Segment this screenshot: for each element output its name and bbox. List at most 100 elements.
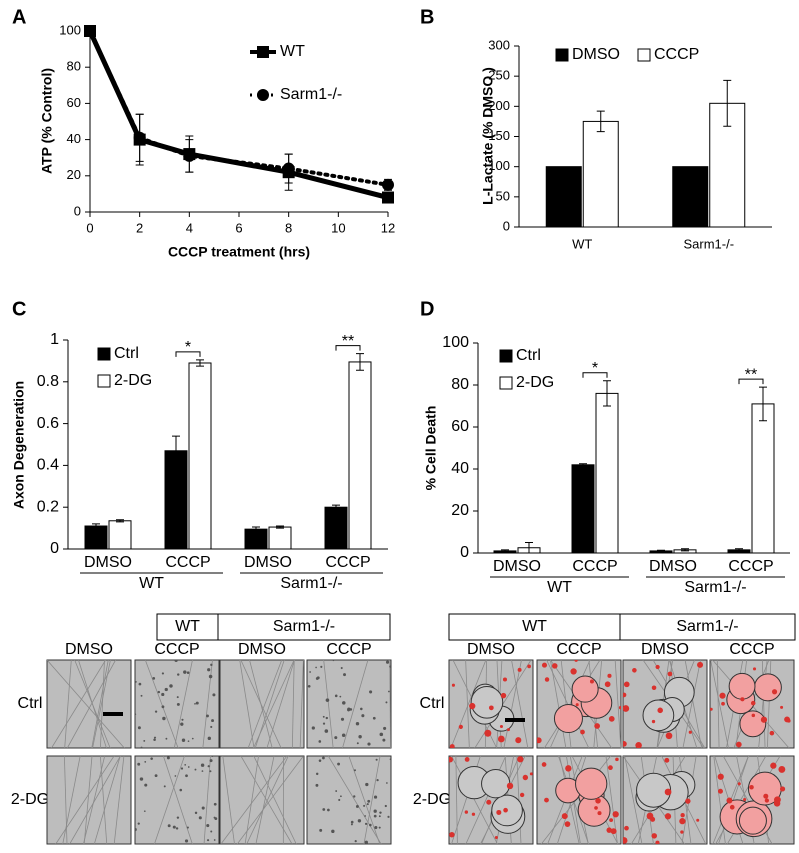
debris xyxy=(355,722,360,726)
debris xyxy=(198,816,202,820)
debris xyxy=(140,746,143,748)
debris xyxy=(315,666,317,669)
debris xyxy=(137,726,141,730)
debris xyxy=(161,672,165,675)
error-bar xyxy=(356,353,364,371)
debris xyxy=(211,719,214,723)
red-dot xyxy=(623,705,630,712)
error-bar xyxy=(332,504,340,510)
red-dot xyxy=(655,840,660,844)
fiber xyxy=(684,660,703,748)
red-dot xyxy=(494,835,498,840)
cell xyxy=(571,675,599,703)
red-dot xyxy=(729,804,735,810)
y-tick-label: 20 xyxy=(451,502,469,519)
fiber xyxy=(144,660,179,748)
debris xyxy=(166,756,170,760)
debris xyxy=(153,738,156,742)
marker xyxy=(382,191,394,204)
debris xyxy=(154,774,158,778)
debris xyxy=(379,811,382,814)
scale-bar xyxy=(505,718,525,722)
red-dot xyxy=(449,831,455,838)
red-dot xyxy=(595,798,601,804)
error-bar xyxy=(196,359,204,367)
fiber xyxy=(450,660,487,748)
group-label: Sarm1-/- xyxy=(684,579,746,596)
red-dot xyxy=(469,702,476,710)
x-tick-label: 8 xyxy=(285,220,292,235)
red-dot xyxy=(665,732,673,740)
fiber xyxy=(66,660,116,748)
debris xyxy=(144,783,148,787)
red-dot xyxy=(565,765,572,772)
debris xyxy=(347,708,351,712)
fiber xyxy=(253,756,297,844)
debris xyxy=(350,820,354,824)
fiber xyxy=(64,660,72,748)
red-dot xyxy=(764,798,769,803)
cell xyxy=(728,672,756,700)
debris xyxy=(143,739,146,742)
red-dot xyxy=(749,784,754,790)
debris xyxy=(180,767,184,770)
fiber xyxy=(682,660,701,748)
debris xyxy=(358,735,362,739)
debris xyxy=(213,839,216,841)
legend-label: DMSO xyxy=(572,46,620,63)
red-dot xyxy=(651,833,658,839)
x-tick-label: 12 xyxy=(381,220,395,235)
red-dot xyxy=(574,660,578,662)
debris xyxy=(373,795,378,799)
debris xyxy=(157,690,161,694)
red-dot xyxy=(522,774,529,781)
x-tick-label: 2 xyxy=(136,220,143,235)
y-tick-label: 100 xyxy=(59,22,81,37)
bar xyxy=(545,166,582,228)
debris xyxy=(194,811,198,815)
debris xyxy=(389,665,391,668)
bar xyxy=(188,362,212,550)
red-dot xyxy=(685,798,691,804)
fiber xyxy=(47,660,125,748)
legend-label: WT xyxy=(280,43,305,60)
significance-bracket xyxy=(335,345,361,351)
red-dot xyxy=(773,800,781,807)
micrograph-texture xyxy=(712,756,786,844)
fiber xyxy=(78,660,107,748)
debris xyxy=(164,687,168,692)
y-tick-label: 0.8 xyxy=(37,373,59,390)
debris xyxy=(143,810,146,812)
red-dot xyxy=(740,697,745,702)
debris xyxy=(181,718,184,721)
micrograph-texture xyxy=(239,660,304,748)
red-dot xyxy=(760,716,768,723)
legend-swatch xyxy=(555,48,569,62)
debris xyxy=(214,817,218,821)
column-group-label: Sarm1-/- xyxy=(273,618,335,635)
x-tick-label: WT xyxy=(572,236,592,251)
debris xyxy=(366,803,369,806)
fiber xyxy=(236,756,304,844)
debris xyxy=(185,774,188,778)
x-tick-label: CCCP xyxy=(728,558,773,575)
x-axis-label: CCCP treatment (hrs) xyxy=(168,244,310,260)
debris xyxy=(373,814,377,818)
red-dot xyxy=(517,756,524,763)
red-dot xyxy=(719,692,726,699)
cell xyxy=(553,703,583,734)
fiber xyxy=(363,756,381,844)
debris xyxy=(385,660,390,664)
micrograph xyxy=(306,659,392,749)
micrograph-texture xyxy=(55,756,125,844)
debris xyxy=(325,698,330,702)
y-tick-label: 60 xyxy=(451,418,469,435)
column-label: DMSO xyxy=(65,641,113,658)
debris xyxy=(369,690,373,694)
red-dot xyxy=(615,757,619,762)
debris xyxy=(187,740,190,742)
red-dot xyxy=(657,707,663,714)
fiber xyxy=(266,660,295,748)
y-tick-label: 100 xyxy=(488,158,510,173)
debris xyxy=(174,775,177,777)
